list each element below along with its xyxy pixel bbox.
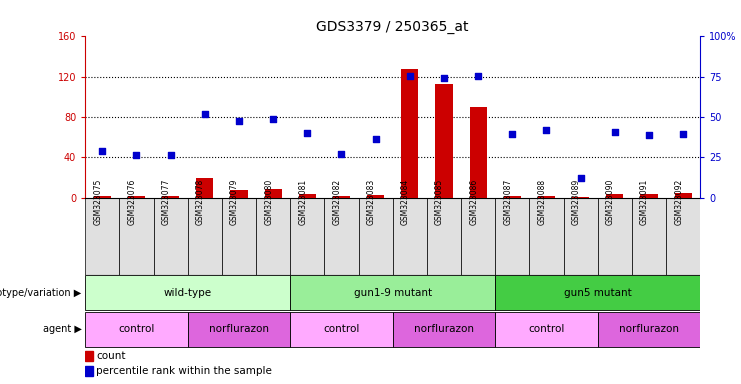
Text: GSM323090: GSM323090 xyxy=(606,179,615,225)
Bar xyxy=(427,198,461,275)
Bar xyxy=(359,198,393,275)
Text: count: count xyxy=(96,351,125,361)
Text: gun1-9 mutant: gun1-9 mutant xyxy=(353,288,432,298)
Text: GSM323088: GSM323088 xyxy=(537,179,546,225)
Text: GSM323083: GSM323083 xyxy=(367,179,376,225)
Bar xyxy=(265,189,282,198)
Text: control: control xyxy=(528,324,565,334)
Bar xyxy=(402,69,419,198)
Text: wild-type: wild-type xyxy=(164,288,212,298)
Bar xyxy=(495,198,529,275)
Text: genotype/variation ▶: genotype/variation ▶ xyxy=(0,288,82,298)
Text: GSM323075: GSM323075 xyxy=(93,179,102,225)
Text: GSM323084: GSM323084 xyxy=(401,179,410,225)
Point xyxy=(575,174,587,181)
Text: norflurazon: norflurazon xyxy=(209,324,269,334)
Point xyxy=(540,127,552,133)
Text: GSM323087: GSM323087 xyxy=(503,179,512,225)
Text: control: control xyxy=(119,324,155,334)
Bar xyxy=(598,312,700,347)
Point xyxy=(199,111,210,117)
Text: gun5 mutant: gun5 mutant xyxy=(564,288,631,298)
Bar xyxy=(606,194,623,198)
Bar xyxy=(187,198,222,275)
Point xyxy=(130,152,142,159)
Point xyxy=(302,130,313,136)
Point xyxy=(506,131,518,137)
Text: GSM323077: GSM323077 xyxy=(162,179,170,225)
Text: norflurazon: norflurazon xyxy=(619,324,679,334)
Text: GSM323092: GSM323092 xyxy=(674,179,683,225)
Bar xyxy=(564,198,598,275)
Text: GSM323086: GSM323086 xyxy=(469,179,478,225)
Bar xyxy=(632,198,666,275)
Point xyxy=(233,118,245,124)
Text: GSM323082: GSM323082 xyxy=(333,179,342,225)
Bar xyxy=(393,312,495,347)
Bar xyxy=(436,84,453,198)
Bar xyxy=(85,275,290,310)
Bar xyxy=(572,197,589,198)
Point xyxy=(268,116,279,122)
Bar xyxy=(153,198,187,275)
Bar xyxy=(256,198,290,275)
Bar xyxy=(598,198,632,275)
Point xyxy=(643,132,655,138)
Bar xyxy=(674,193,691,198)
Bar xyxy=(504,196,521,198)
Bar xyxy=(299,194,316,198)
Bar xyxy=(325,198,359,275)
Bar xyxy=(196,177,213,198)
Text: GSM323078: GSM323078 xyxy=(196,179,205,225)
Bar xyxy=(367,195,384,198)
Bar xyxy=(640,194,657,198)
Bar xyxy=(85,351,93,361)
Text: GSM323079: GSM323079 xyxy=(230,179,239,225)
Point xyxy=(677,131,689,137)
Bar xyxy=(666,198,700,275)
Bar xyxy=(119,198,153,275)
Point xyxy=(370,136,382,142)
Bar xyxy=(290,312,393,347)
Title: GDS3379 / 250365_at: GDS3379 / 250365_at xyxy=(316,20,469,34)
Point xyxy=(336,151,348,157)
Bar xyxy=(85,366,93,376)
Text: percentile rank within the sample: percentile rank within the sample xyxy=(96,366,272,376)
Point xyxy=(404,73,416,79)
Bar xyxy=(461,198,495,275)
Text: GSM323076: GSM323076 xyxy=(127,179,136,225)
Bar xyxy=(470,107,487,198)
Text: agent ▶: agent ▶ xyxy=(43,324,82,334)
Bar xyxy=(333,196,350,198)
Bar xyxy=(290,275,495,310)
Point xyxy=(609,129,621,135)
Point xyxy=(438,75,450,81)
Bar xyxy=(128,196,145,198)
Bar xyxy=(290,198,325,275)
Bar xyxy=(162,196,179,198)
Point xyxy=(165,152,176,159)
Text: GSM323080: GSM323080 xyxy=(264,179,273,225)
Bar xyxy=(538,196,555,198)
Bar xyxy=(187,312,290,347)
Text: norflurazon: norflurazon xyxy=(414,324,474,334)
Bar xyxy=(495,275,700,310)
Bar xyxy=(495,312,598,347)
Bar xyxy=(85,198,119,275)
Bar xyxy=(230,190,247,198)
Text: GSM323081: GSM323081 xyxy=(299,179,308,225)
Point xyxy=(472,73,484,79)
Bar xyxy=(85,312,187,347)
Text: GSM323085: GSM323085 xyxy=(435,179,444,225)
Bar xyxy=(94,196,111,198)
Bar xyxy=(529,198,564,275)
Bar xyxy=(222,198,256,275)
Bar xyxy=(393,198,427,275)
Text: GSM323089: GSM323089 xyxy=(571,179,581,225)
Text: GSM323091: GSM323091 xyxy=(640,179,649,225)
Text: control: control xyxy=(323,324,359,334)
Point xyxy=(96,148,108,154)
